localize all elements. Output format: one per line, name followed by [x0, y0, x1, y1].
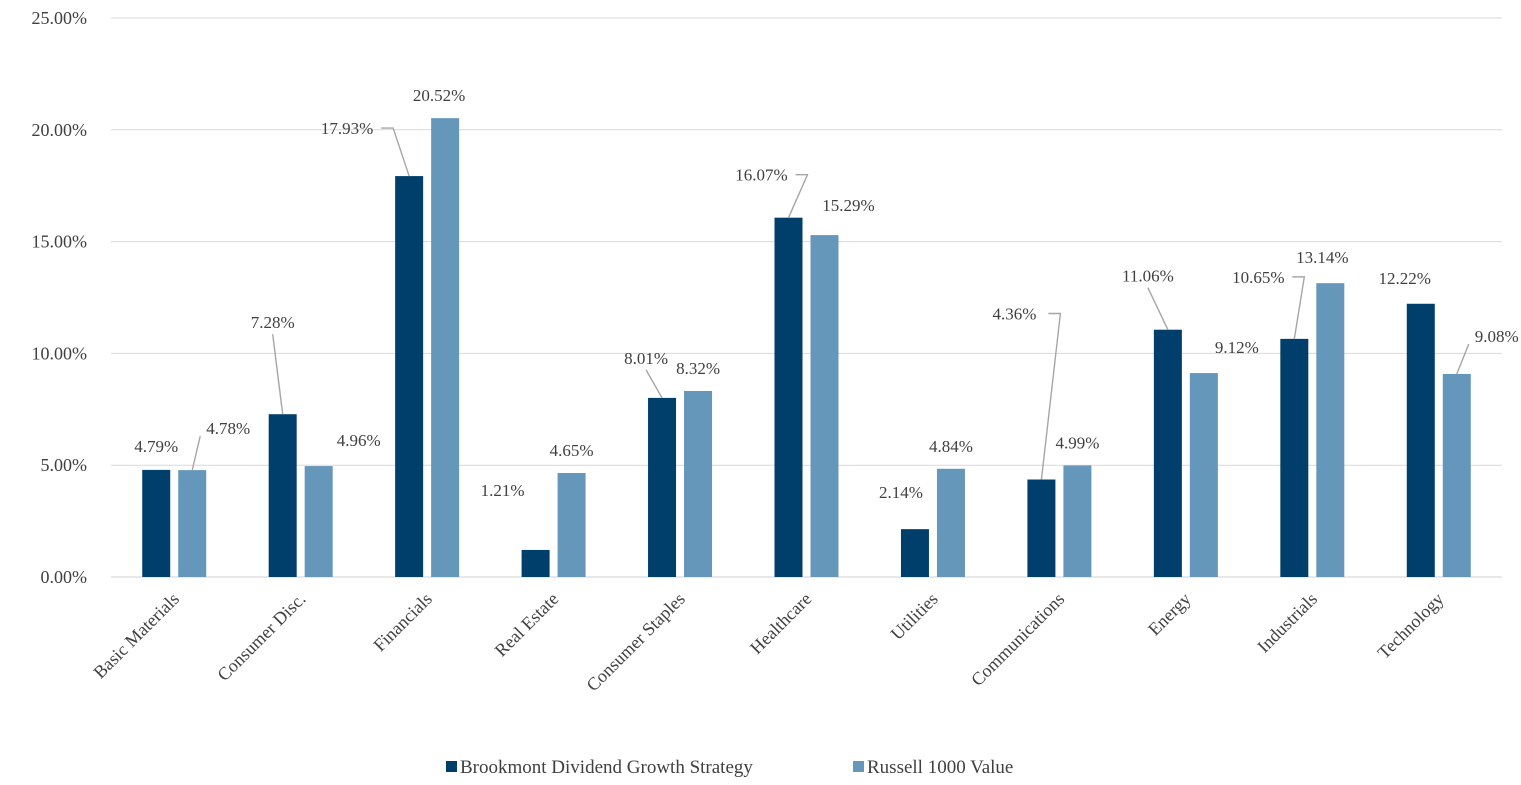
legend: Brookmont Dividend Growth Strategy Russel… — [446, 757, 1013, 778]
x-category-label: Communications — [967, 589, 1068, 690]
data-label: 2.14% — [879, 483, 923, 502]
leader-line — [1292, 276, 1306, 339]
leader-line — [1456, 343, 1470, 375]
data-label: 9.12% — [1215, 338, 1259, 357]
data-label: 11.06% — [1122, 267, 1174, 286]
leader-line — [271, 334, 284, 415]
gridlines — [111, 17, 1502, 578]
y-axis-tick-labels: 0.00% 5.00% 10.00% 15.00% 20.00% 25.00% — [32, 8, 88, 587]
bar-russell-consumer-disc — [304, 466, 333, 577]
leader-line — [645, 369, 663, 399]
y-tick-label: 15.00% — [32, 232, 88, 252]
bar-russell-communications — [1063, 465, 1092, 577]
x-category-label: Basic Materials — [89, 589, 183, 683]
bar-russell-healthcare — [810, 235, 839, 577]
x-category-label: Financials — [369, 589, 435, 655]
data-label: 9.08% — [1475, 327, 1519, 346]
x-axis-category-labels: Basic Materials Consumer Disc. Financials R… — [89, 589, 1447, 695]
bars — [142, 118, 1471, 578]
data-label: 4.79% — [134, 437, 178, 456]
data-label: 16.07% — [735, 166, 787, 185]
y-tick-label: 25.00% — [32, 8, 88, 28]
data-label: 4.96% — [337, 431, 381, 450]
data-label: 12.22% — [1379, 269, 1431, 288]
data-label: 4.99% — [1055, 433, 1099, 452]
leader-line — [1040, 312, 1062, 480]
bar-russell-real-estate — [557, 473, 586, 577]
data-label: 10.65% — [1232, 268, 1284, 287]
data-label: 20.52% — [413, 86, 465, 105]
legend-swatch — [853, 761, 864, 772]
x-category-label: Utilities — [887, 589, 942, 644]
x-category-label: Energy — [1144, 589, 1195, 640]
data-label: 4.84% — [929, 437, 973, 456]
y-tick-label: 5.00% — [41, 455, 88, 475]
bar-brookmont-basic-materials — [142, 469, 171, 577]
leader-line — [787, 173, 809, 218]
data-label: 8.01% — [624, 349, 668, 368]
x-category-label: Healthcare — [746, 589, 815, 658]
y-tick-label: 10.00% — [32, 343, 88, 363]
leader-line — [191, 435, 201, 471]
bar-brookmont-consumer-staples — [648, 397, 677, 577]
data-label: 15.29% — [822, 196, 874, 215]
leader-line — [381, 127, 410, 177]
bar-brookmont-industrials — [1280, 338, 1309, 577]
bar-russell-energy — [1189, 373, 1218, 577]
bar-russell-financials — [431, 118, 460, 578]
data-label: 4.65% — [550, 441, 594, 460]
x-category-label: Industrials — [1253, 589, 1321, 657]
bar-russell-technology — [1442, 373, 1471, 577]
y-tick-label: 20.00% — [32, 120, 88, 140]
legend-label: Russell 1000 Value — [867, 757, 1013, 778]
data-labels: 4.79% 7.28% 17.93% 1.21% 8.01% 16.07% 2.14% 4.3… — [134, 86, 1518, 502]
bar-brookmont-utilities — [900, 529, 929, 577]
bar-russell-basic-materials — [178, 470, 207, 577]
data-label: 17.93% — [321, 119, 373, 138]
label-leader-lines — [191, 127, 1470, 480]
bar-brookmont-healthcare — [774, 217, 803, 577]
x-category-label: Technology — [1374, 589, 1448, 663]
data-label: 1.21% — [481, 481, 525, 500]
bar-russell-utilities — [936, 468, 965, 577]
bar-brookmont-financials — [395, 176, 424, 577]
data-label: 4.78% — [206, 419, 250, 438]
legend-label: Brookmont Dividend Growth Strategy — [460, 757, 753, 778]
leader-line — [1147, 287, 1169, 330]
bar-brookmont-technology — [1406, 303, 1435, 577]
data-label: 8.32% — [676, 359, 720, 378]
bar-russell-industrials — [1316, 283, 1345, 577]
bar-brookmont-energy — [1153, 329, 1182, 577]
legend-swatch — [446, 761, 457, 772]
x-category-label: Consumer Disc. — [213, 589, 309, 685]
y-tick-label: 0.00% — [41, 567, 88, 587]
bar-brookmont-consumer-disc — [268, 414, 297, 577]
data-label: 7.28% — [251, 313, 295, 332]
data-label: 4.36% — [992, 305, 1036, 324]
x-category-label: Real Estate — [491, 589, 563, 661]
data-label: 13.14% — [1296, 248, 1348, 267]
x-category-label: Consumer Staples — [582, 589, 688, 695]
bar-brookmont-communications — [1027, 479, 1056, 577]
bar-brookmont-real-estate — [521, 549, 550, 577]
bar-russell-consumer-staples — [684, 390, 713, 577]
